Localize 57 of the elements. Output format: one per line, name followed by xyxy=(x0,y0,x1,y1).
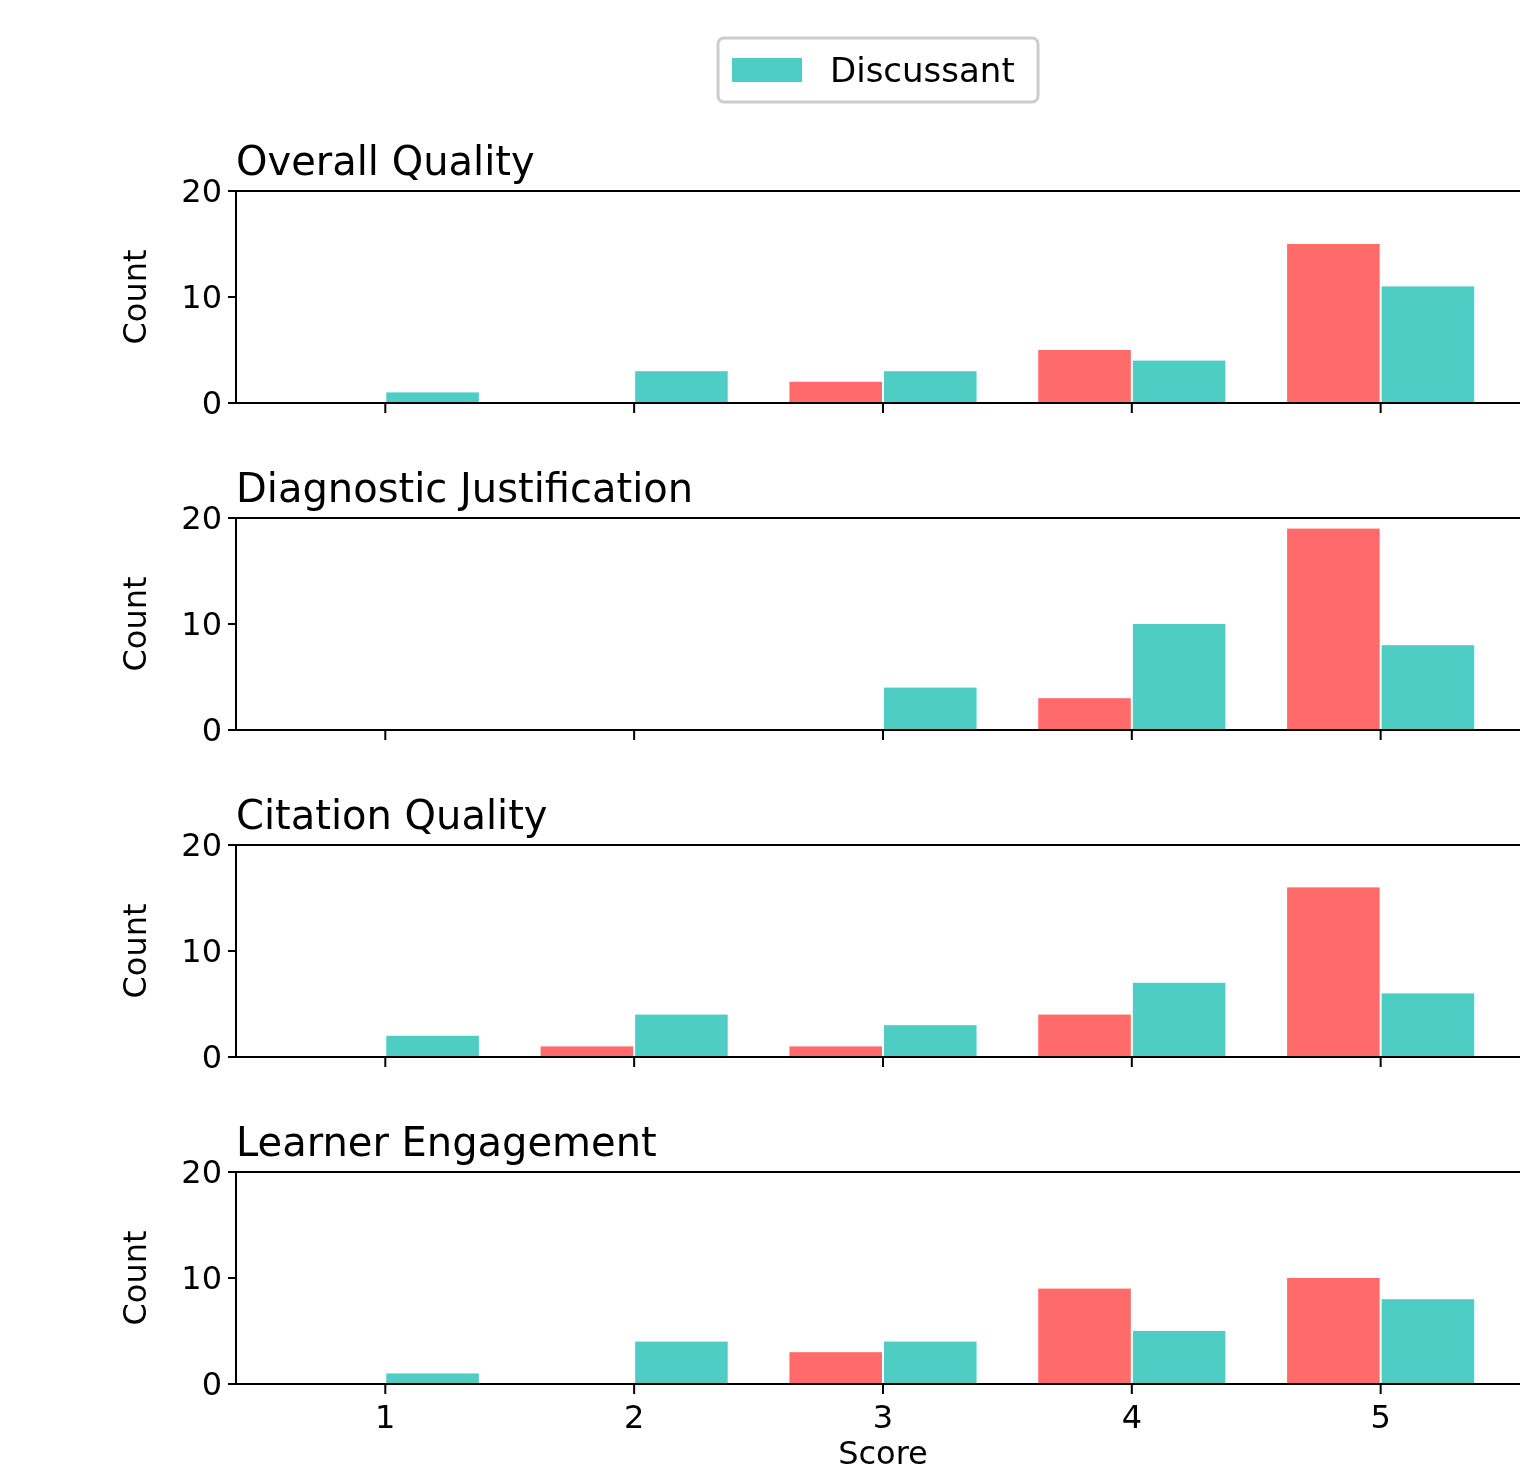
bar xyxy=(1038,1014,1131,1057)
bar xyxy=(883,1341,977,1384)
bar xyxy=(1381,286,1475,403)
bar xyxy=(1287,244,1380,403)
bar xyxy=(635,1341,728,1384)
y-tick-label: 0 xyxy=(201,1038,222,1077)
bar xyxy=(386,392,479,403)
bar xyxy=(1132,360,1226,403)
y-tick-label: 0 xyxy=(201,384,222,423)
chart-title: Learner Engagement xyxy=(236,1119,657,1165)
y-tick-label: 10 xyxy=(181,278,222,317)
y-tick-label: 10 xyxy=(181,1259,222,1298)
bar xyxy=(1132,982,1226,1057)
chart-title: Citation Quality xyxy=(236,792,548,838)
bar xyxy=(1287,528,1380,730)
chart-title: Overall Quality xyxy=(236,138,535,184)
x-tick-label: 4 xyxy=(1121,1398,1142,1436)
y-tick-label: 0 xyxy=(201,1365,222,1404)
bar xyxy=(1132,624,1226,730)
bar xyxy=(635,1014,728,1057)
y-tick-label: 20 xyxy=(181,499,222,538)
y-axis-title: Count xyxy=(116,1230,154,1326)
y-axis-title: Count xyxy=(116,903,154,999)
y-tick-label: 20 xyxy=(181,1153,222,1192)
x-tick-label: 2 xyxy=(623,1398,645,1436)
bar xyxy=(789,381,882,403)
y-tick-label: 20 xyxy=(181,826,222,865)
chart-title: Diagnostic Justification xyxy=(236,465,694,511)
x-tick-label: 1 xyxy=(375,1398,396,1436)
bar xyxy=(1381,645,1475,730)
x-axis-title: Score xyxy=(838,1434,928,1472)
x-tick-label: 5 xyxy=(1370,1398,1391,1436)
y-tick-label: 20 xyxy=(181,172,222,211)
y-tick-label: 10 xyxy=(181,932,222,971)
bar xyxy=(1381,993,1475,1057)
bar xyxy=(883,1025,977,1057)
legend-label: Discussant xyxy=(830,49,1015,90)
x-tick-label: 3 xyxy=(872,1398,894,1436)
bar xyxy=(1287,887,1380,1057)
bar xyxy=(1038,698,1131,730)
bar xyxy=(386,1035,479,1057)
bar xyxy=(386,1373,479,1384)
y-tick-label: 10 xyxy=(181,605,222,644)
bar xyxy=(1038,350,1131,403)
y-axis-title: Count xyxy=(116,249,154,345)
bar xyxy=(1287,1278,1380,1384)
y-axis-title: Count xyxy=(116,576,154,672)
bar xyxy=(1381,1299,1475,1384)
y-tick-label: 0 xyxy=(201,711,222,750)
bar xyxy=(883,371,977,403)
bar xyxy=(1132,1331,1226,1384)
bar xyxy=(883,687,977,730)
bar xyxy=(540,1046,634,1057)
bar xyxy=(789,1352,882,1384)
bar xyxy=(635,371,728,403)
bar xyxy=(789,1046,882,1057)
bar xyxy=(1038,1288,1131,1384)
